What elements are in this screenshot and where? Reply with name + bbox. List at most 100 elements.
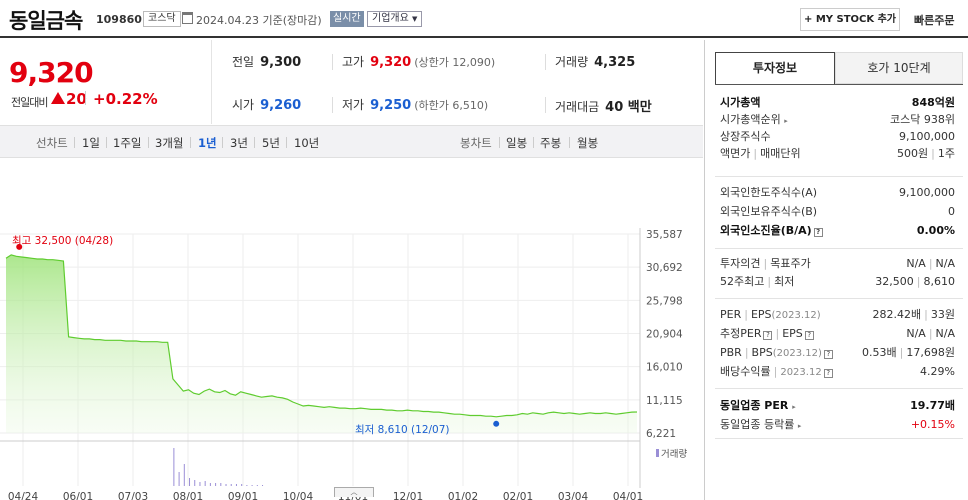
row-label: 외국인소진율(B/A) — [720, 224, 812, 237]
stock-name: 동일금속 — [9, 9, 83, 33]
divider — [569, 137, 570, 148]
change-amount: 20 — [66, 90, 87, 108]
row-period: 2023.12 — [780, 367, 822, 378]
realtime-badge[interactable]: 실시간 — [330, 11, 364, 27]
stat-amount: 거래대금 40 백만 — [555, 96, 652, 115]
candle-weekly[interactable]: 주봉 — [540, 136, 562, 150]
row-period: (2023.12) — [772, 348, 822, 359]
row-value: 282.42배 — [872, 308, 922, 321]
row-value: N/A — [906, 257, 926, 270]
chart-period-toolbar: 선차트 1일 1주일 3개월 1년 3년 5년 10년 봉차트 일봉 주봉 월봉 — [0, 125, 703, 158]
arrow-right-icon[interactable]: ▸ — [797, 422, 802, 430]
stat-value: 9,320 — [370, 55, 412, 70]
divider — [499, 137, 500, 148]
row-label: 52주최고 — [720, 275, 765, 288]
x-tick-label: 01/02 — [448, 491, 478, 500]
divider — [533, 137, 534, 148]
up-arrow-icon — [51, 92, 65, 104]
row-value: +0.15% — [910, 418, 955, 431]
foreign-section: 외국인한도주식수(A) 9,100,000 외국인보유주식수(B) 0 외국인소… — [715, 184, 963, 241]
row-label: 액면가 — [720, 147, 751, 160]
period-1w[interactable]: 1주일 — [113, 136, 142, 150]
candle-daily[interactable]: 일봉 — [506, 136, 528, 150]
market-badge: 코스닥 — [143, 11, 181, 27]
stat-value: 9,260 — [260, 98, 302, 113]
help-icon[interactable]: ? — [813, 228, 823, 237]
row-label: 최저 — [774, 275, 795, 288]
row-label: 시가총액순위 — [720, 113, 781, 126]
row-label: 투자의견 — [720, 257, 761, 270]
row-value: 8,610 — [923, 275, 956, 288]
row-label: 목표주가 — [770, 257, 811, 270]
period-5y[interactable]: 5년 — [262, 136, 280, 150]
row-value: 19.77배 — [910, 399, 955, 412]
stat-open: 시가 9,260 — [232, 96, 301, 114]
volume-bar — [183, 464, 185, 486]
tab-investment-info[interactable]: 투자정보 — [715, 52, 835, 84]
price-area-fill — [6, 254, 637, 433]
period-3y[interactable]: 3년 — [230, 136, 248, 150]
period-1y[interactable]: 1년 — [198, 136, 217, 150]
row-label: 외국인보유주식수(B) — [720, 205, 818, 218]
divider — [286, 137, 287, 148]
row-value: 32,500 — [875, 275, 914, 288]
period-3m[interactable]: 3개월 — [155, 136, 184, 150]
chart-resize-handle[interactable]: ︿ — [334, 487, 374, 497]
divider — [715, 84, 963, 85]
stat-label: 고가 — [342, 55, 365, 69]
y-tick-label: 35,587 — [646, 229, 683, 241]
help-icon[interactable]: ? — [763, 331, 773, 340]
period-10y[interactable]: 10년 — [294, 136, 320, 150]
valuation-section: PER | EPS(2023.12) 282.42배 | 33원 추정PER? | EPS?… — [715, 306, 963, 382]
volume-bar — [220, 483, 222, 486]
y-tick-label: 20,904 — [646, 329, 683, 341]
row-opinion: 투자의견 | 목표주가 N/A | N/A — [720, 257, 955, 270]
x-tick-label: 06/01 — [63, 491, 93, 500]
volume-bar — [225, 484, 227, 486]
x-tick-label: 12/01 — [393, 491, 423, 500]
divider — [222, 137, 223, 148]
row-label: EPS — [750, 308, 772, 321]
volume-bar — [189, 478, 191, 486]
stat-prev: 전일 9,300 — [232, 53, 301, 71]
row-label: 추정PER — [720, 327, 762, 340]
divider — [715, 388, 963, 389]
period-1d[interactable]: 1일 — [82, 136, 100, 150]
stat-low: 저가 9,250 (하한가 6,510) — [342, 96, 488, 114]
price-chart[interactable]: 35,587 30,692 25,798 20,904 16,010 11,115 6,22… — [0, 158, 703, 500]
row-foreign-limit: 외국인한도주식수(A) 9,100,000 — [715, 184, 963, 203]
add-my-stock-button[interactable]: + MY STOCK 추가 — [800, 8, 900, 31]
row-label: 동일업종 등락률 — [720, 418, 795, 431]
y-tick-label: 30,692 — [646, 262, 683, 274]
row-par-value: 액면가 | 매매단위 500원 | 1주 — [720, 147, 955, 160]
quick-order-link[interactable]: 빠른주문 — [914, 14, 955, 27]
stat-value: 9,250 — [370, 98, 412, 113]
row-value: 0.53배 — [862, 346, 897, 359]
volume-bar — [199, 482, 201, 486]
row-label: PER — [720, 308, 742, 321]
row-value: 33원 — [930, 308, 955, 321]
volume-bar — [235, 484, 237, 486]
help-icon[interactable]: ? — [823, 369, 833, 378]
row-dividend: 배당수익률 | 2023.12? 4.29% — [720, 365, 955, 378]
candle-monthly[interactable]: 월봉 — [577, 136, 599, 150]
price-stats: 전일 9,300 고가 9,320 (상한가 12,090) 거래량 4,325 시가 9… — [211, 40, 703, 124]
sector-section: 동일업종 PER ▸ 19.77배 동일업종 등락률 ▸ +0.15% — [715, 397, 963, 435]
divider — [85, 91, 86, 105]
arrow-right-icon[interactable]: ▸ — [784, 117, 788, 125]
row-pbr-bps: PBR | BPS(2023.12)? 0.53배 | 17,698원 — [720, 346, 955, 359]
investment-info-panel: 투자정보 호가 10단계 시가총액 848억원 시가총액순위 ▸ 코스닥 938… — [704, 40, 968, 500]
calendar-icon — [182, 12, 193, 24]
low-annotation: 최저 8,610 (12/07) — [355, 424, 450, 436]
stat-label: 전일 — [232, 55, 255, 69]
volume-bar — [194, 480, 196, 486]
stat-label: 거래대금 — [555, 100, 600, 114]
help-icon[interactable]: ? — [804, 331, 814, 340]
arrow-right-icon[interactable]: ▸ — [792, 403, 796, 411]
help-icon[interactable]: ? — [823, 350, 833, 359]
divider — [545, 97, 546, 113]
tab-order-book[interactable]: 호가 10단계 — [835, 52, 963, 84]
divider — [332, 97, 333, 113]
stat-value: 9,300 — [260, 55, 302, 70]
company-overview-dropdown[interactable]: 기업개요 ▼ — [367, 11, 423, 27]
